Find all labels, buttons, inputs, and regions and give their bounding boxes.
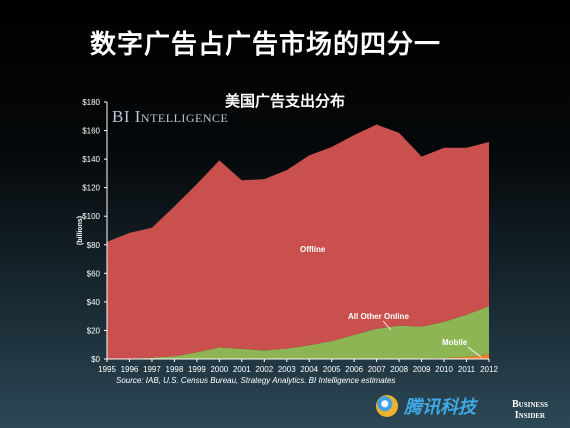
slide-title: 数字广告占广告市场的四分一 (90, 30, 442, 60)
x-tick-label: 1999 (188, 365, 206, 374)
x-tick-label: 1995 (98, 365, 116, 374)
tencent-logo-text: 腾讯科技 (404, 397, 476, 418)
x-tick-label: 2005 (323, 365, 341, 374)
x-tick-label: 1998 (166, 365, 184, 374)
y-tick-label: $40 (87, 298, 101, 307)
tencent-tech-logo: 腾讯科技 (376, 393, 476, 419)
x-tick-label: 2008 (390, 365, 408, 374)
chart-ticks: $0 $20 $40 $60 $80 $100 $120 $140 $160 $180 1995 19… (77, 98, 498, 374)
business-insider-line1: Business (512, 399, 548, 410)
y-tick-label: $140 (82, 155, 100, 164)
x-tick-label: 2003 (278, 365, 296, 374)
x-tick-label: 2007 (368, 365, 386, 374)
x-tick-label: 2011 (458, 365, 476, 374)
area-all-other-online (107, 306, 489, 359)
y-tick-label: $120 (82, 184, 100, 193)
y-tick-label: $20 (87, 326, 101, 335)
x-tick-label: 2001 (233, 365, 251, 374)
chart-axes (106, 102, 489, 360)
series-label-all-other-online: All Other Online (348, 312, 409, 321)
series-label-offline: Offline (300, 245, 326, 254)
business-insider-line2: Insider (514, 410, 546, 421)
area-offline (107, 124, 489, 359)
x-tick-label: 2009 (413, 365, 431, 374)
y-tick-label: $100 (82, 212, 100, 221)
bi-intelligence-logo: BI Intelligence (112, 107, 229, 126)
x-tick-label: 2002 (255, 365, 273, 374)
x-tick-label: 2012 (480, 365, 498, 374)
y-axis-label: (billions) (77, 216, 84, 245)
y-tick-label: $80 (87, 241, 101, 250)
series-label-mobile: Mobile (442, 338, 468, 347)
y-tick-label: $60 (87, 269, 101, 278)
x-tick-label: 2004 (300, 365, 318, 374)
leader-line-online (382, 320, 392, 331)
chart-title: 美国广告支出分布 (224, 92, 345, 110)
x-tick-label: 2010 (435, 365, 453, 374)
x-tick-label: 1997 (143, 365, 161, 374)
chart-areas (107, 124, 489, 359)
business-insider-logo: Business Insider (512, 399, 548, 421)
tencent-logo-icon (376, 395, 398, 417)
x-tick-label: 2006 (345, 365, 363, 374)
x-tick-label: 2000 (210, 365, 228, 374)
y-tick-label: $160 (82, 127, 100, 136)
y-tick-label: $180 (82, 98, 100, 107)
source-note: Source: IAB, U.S. Census Bureau, Strateg… (116, 376, 396, 385)
x-tick-label: 1996 (121, 365, 139, 374)
chart-series-labels: Offline All Other Online Mobile (300, 245, 482, 358)
leader-line-mobile (467, 346, 482, 358)
y-tick-label: $0 (91, 355, 100, 364)
